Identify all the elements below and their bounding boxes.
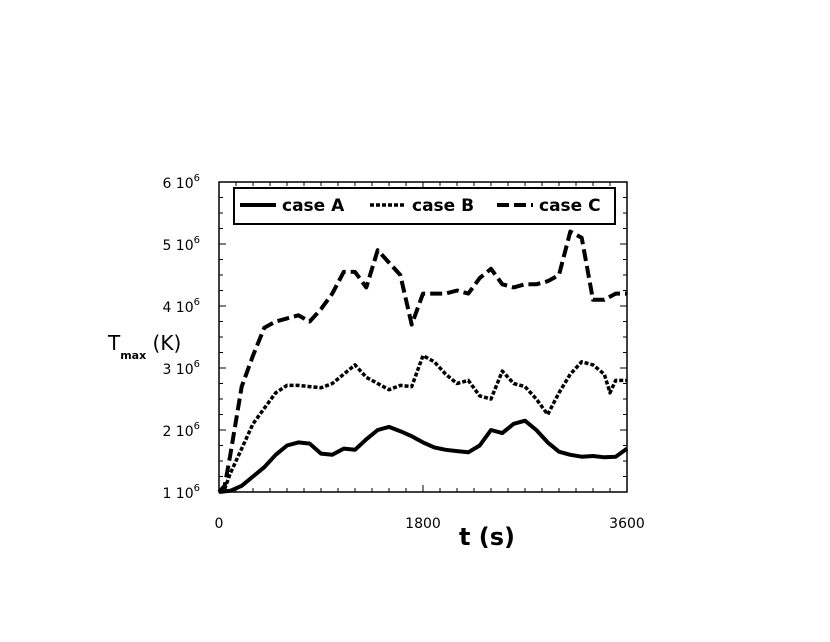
y-tick-label: 4 106 [162, 297, 200, 316]
y-axis-title: Tmax (K) [107, 331, 181, 362]
y-tick-label-base: 3 10 [162, 362, 193, 378]
y-tick-label: 1 106 [162, 483, 200, 502]
legend: case A case B case C [233, 187, 616, 225]
y-tick-label: 5 106 [162, 235, 200, 254]
plot-frame [218, 181, 628, 493]
y-tick-label-exponent: 6 [194, 359, 200, 370]
y-tick-label-exponent: 6 [194, 297, 200, 308]
y-tick-label-base: 4 10 [162, 300, 193, 316]
x-tick-label: 0 [215, 516, 224, 532]
legend-label-case-a: case A [282, 196, 345, 216]
series-layer [217, 229, 629, 494]
y-tick-label-exponent: 6 [194, 421, 200, 432]
y-tick-label: 3 106 [162, 359, 200, 378]
x-tick-label: 3600 [609, 516, 645, 532]
x-axis-title: t (s) [459, 523, 515, 551]
x-tick-labels: 0 1800 3600 [215, 516, 645, 532]
y-tick-label-base: 2 10 [162, 424, 193, 440]
y-tick-label-exponent: 6 [194, 235, 200, 246]
y-axis-title-subscript: max [120, 349, 146, 362]
y-tick-label-exponent: 6 [194, 483, 200, 494]
series-line-case-b [218, 353, 627, 494]
legend-label-case-b: case B [412, 196, 474, 216]
legend-label-case-c: case C [539, 196, 601, 216]
axis-ticks [218, 181, 628, 493]
y-tick-label: 2 106 [162, 421, 200, 440]
series-line-case-a [218, 418, 629, 494]
x-tick-label: 1800 [405, 516, 441, 532]
y-tick-label-exponent: 6 [194, 173, 200, 184]
series-line-case-c [217, 229, 627, 494]
legend-items: case A case B case C [240, 196, 601, 216]
y-tick-label-base: 1 10 [162, 486, 193, 502]
y-axis-title-unit: (K) [146, 331, 181, 355]
y-tick-label: 6 106 [162, 173, 200, 192]
legend-box [233, 187, 616, 225]
y-tick-label-base: 6 10 [162, 176, 193, 192]
y-tick-label-base: 5 10 [162, 238, 193, 254]
y-axis-title-main: T [107, 331, 121, 355]
